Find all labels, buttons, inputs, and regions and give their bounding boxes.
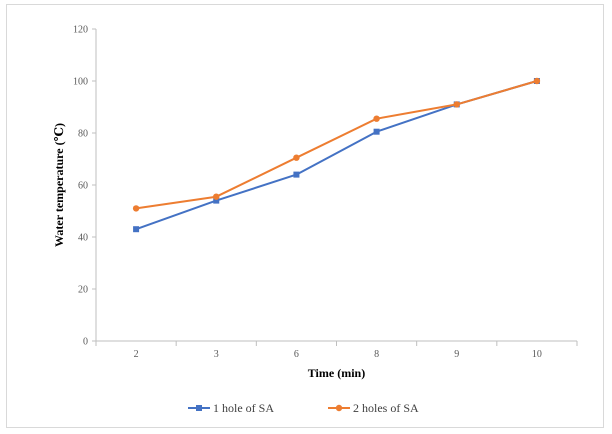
x-tick-label: 6 [294, 349, 299, 360]
y-tick-label: 100 [73, 77, 88, 88]
y-tick-label: 0 [83, 337, 88, 348]
legend: 1 hole of SA 2 holes of SA [188, 401, 419, 415]
data-point-square [133, 226, 140, 233]
chart-frame [6, 4, 604, 428]
data-point-circle [373, 115, 380, 122]
x-tick-label: 8 [374, 349, 379, 360]
data-point-square [373, 128, 380, 135]
legend-label: 2 holes of SA [353, 401, 419, 415]
legend-item-1: 1 hole of SA [188, 401, 274, 415]
x-tick-label: 2 [134, 349, 139, 360]
series-2 [132, 77, 541, 212]
data-point-square [213, 197, 220, 204]
data-point-circle [533, 77, 541, 85]
y-tick-label: 40 [78, 233, 88, 244]
data-point-square [293, 171, 300, 178]
x-axis: 2 3 6 8 9 10 [95, 340, 578, 360]
data-point-circle [213, 193, 220, 200]
data-point-circle [293, 154, 300, 161]
x-axis-title: Time (min) [308, 366, 365, 380]
legend-marker-circle [335, 404, 343, 412]
series-layer [132, 77, 541, 233]
series-1 [133, 78, 540, 233]
data-point-circle [453, 101, 460, 108]
y-tick-label: 20 [78, 285, 88, 296]
x-tick-label: 3 [214, 349, 219, 360]
y-axis-title: Water temperature (℃) [52, 123, 66, 247]
series-line [135, 80, 538, 231]
legend-item-2: 2 holes of SA [328, 401, 419, 415]
legend-label: 1 hole of SA [213, 401, 274, 415]
y-tick-label: 120 [73, 25, 88, 36]
legend-marker-square [196, 405, 202, 411]
y-tick-label: 60 [78, 181, 88, 192]
y-tick-label: 80 [78, 129, 88, 140]
x-tick-label: 10 [532, 349, 542, 360]
series-line [135, 80, 538, 210]
x-tick-label: 9 [454, 349, 459, 360]
data-point-circle [132, 205, 140, 212]
y-axis: 0 20 40 60 80 100 120 [73, 25, 97, 348]
